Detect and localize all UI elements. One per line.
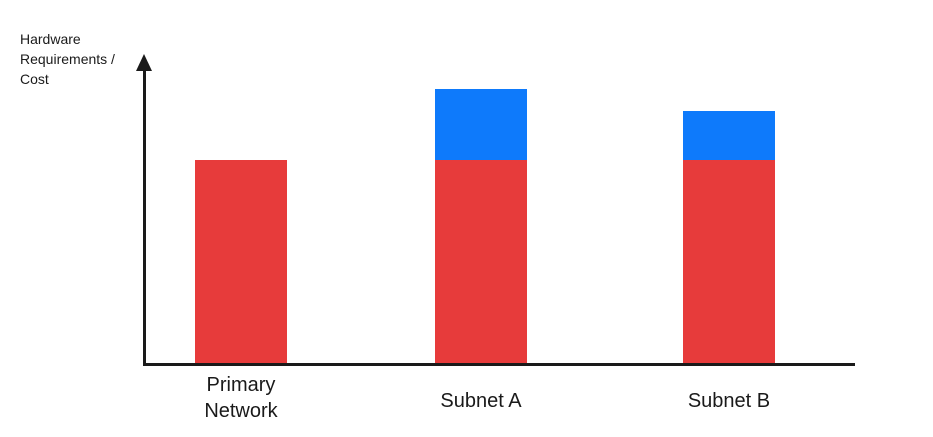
category-label-primary-network: Primary Network bbox=[204, 374, 278, 422]
category-label-subnet-b: Subnet B bbox=[687, 390, 771, 412]
y-axis-line bbox=[143, 66, 146, 365]
bar-primary-network bbox=[195, 33, 287, 363]
y-axis-label: Hardware Requirements / Cost bbox=[20, 31, 115, 87]
bar-subnet-b bbox=[683, 33, 775, 363]
bar-subnet-a bbox=[435, 33, 527, 363]
y-axis-arrowhead-icon bbox=[136, 54, 152, 71]
red-base-cost-segment bbox=[435, 160, 527, 363]
blue-additional-cost-segment bbox=[683, 111, 775, 160]
red-base-cost-segment bbox=[195, 160, 287, 363]
x-axis-line bbox=[143, 363, 855, 366]
red-base-cost-segment bbox=[683, 160, 775, 363]
category-label-subnet-a: Subnet A bbox=[440, 390, 522, 412]
blue-additional-cost-segment bbox=[435, 89, 527, 160]
